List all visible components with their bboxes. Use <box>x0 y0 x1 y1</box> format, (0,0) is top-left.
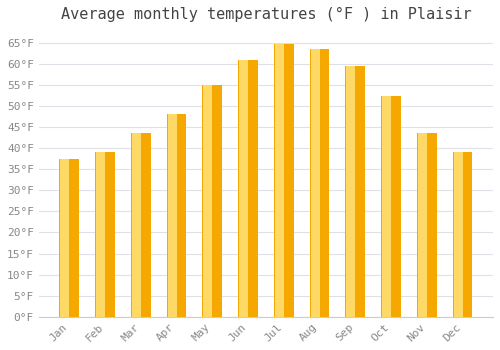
Bar <box>204 85 212 317</box>
Bar <box>310 49 320 317</box>
Bar <box>275 44 284 317</box>
Bar <box>166 113 186 317</box>
Bar <box>96 152 105 317</box>
Bar <box>346 66 356 317</box>
Bar <box>452 152 472 317</box>
Bar <box>346 66 365 317</box>
Bar <box>132 133 141 317</box>
Bar <box>95 152 115 317</box>
Bar <box>60 159 70 317</box>
Bar <box>202 85 222 317</box>
Title: Average monthly temperatures (°F ) in Plaisir: Average monthly temperatures (°F ) in Pl… <box>60 7 471 22</box>
Bar <box>310 49 330 317</box>
Bar <box>274 44 293 317</box>
Bar <box>381 96 401 317</box>
Bar <box>382 96 391 317</box>
Bar <box>238 60 258 317</box>
Bar <box>418 133 427 317</box>
Bar <box>60 159 79 317</box>
Bar <box>417 133 436 317</box>
Bar <box>131 133 150 317</box>
Bar <box>168 113 176 317</box>
Bar <box>454 152 462 317</box>
Bar <box>239 60 248 317</box>
